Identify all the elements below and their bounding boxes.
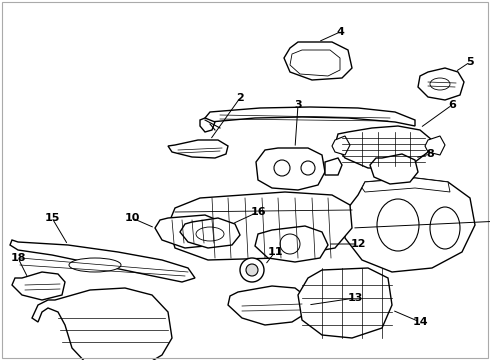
- Polygon shape: [32, 288, 172, 360]
- Polygon shape: [425, 136, 445, 155]
- Text: 13: 13: [347, 293, 363, 303]
- Ellipse shape: [69, 258, 121, 272]
- Text: 4: 4: [336, 27, 344, 37]
- Polygon shape: [256, 148, 325, 190]
- Text: 15: 15: [44, 213, 60, 223]
- Circle shape: [240, 258, 264, 282]
- Polygon shape: [298, 268, 392, 338]
- Text: 5: 5: [466, 57, 474, 67]
- Text: 8: 8: [426, 149, 434, 159]
- Text: 14: 14: [412, 317, 428, 327]
- Polygon shape: [10, 240, 195, 282]
- Polygon shape: [325, 158, 342, 175]
- Polygon shape: [12, 272, 65, 300]
- Polygon shape: [205, 107, 415, 126]
- Text: 3: 3: [294, 100, 302, 110]
- Ellipse shape: [430, 207, 460, 249]
- Polygon shape: [168, 192, 352, 260]
- Text: 2: 2: [236, 93, 244, 103]
- Polygon shape: [332, 136, 350, 155]
- Circle shape: [246, 264, 258, 276]
- Text: 11: 11: [267, 247, 283, 257]
- Polygon shape: [335, 126, 432, 168]
- Polygon shape: [255, 226, 328, 262]
- Polygon shape: [370, 154, 418, 184]
- Polygon shape: [200, 118, 215, 132]
- Polygon shape: [418, 68, 464, 100]
- Polygon shape: [345, 178, 475, 272]
- Polygon shape: [228, 286, 308, 325]
- Text: 16: 16: [250, 207, 266, 217]
- Ellipse shape: [377, 199, 419, 251]
- Text: 10: 10: [124, 213, 140, 223]
- Polygon shape: [362, 178, 450, 192]
- Polygon shape: [168, 140, 228, 158]
- Polygon shape: [155, 215, 225, 248]
- Polygon shape: [180, 218, 240, 248]
- Text: 18: 18: [10, 253, 26, 263]
- Text: 6: 6: [448, 100, 456, 110]
- Polygon shape: [284, 42, 352, 80]
- Text: 12: 12: [350, 239, 366, 249]
